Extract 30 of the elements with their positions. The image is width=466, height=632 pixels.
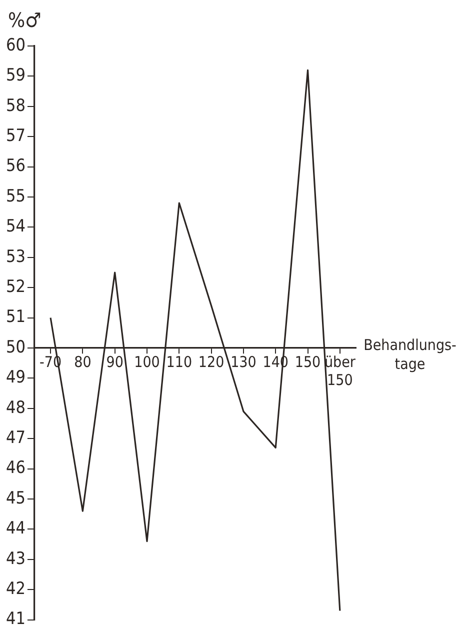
y-tick-label: 52 [6, 277, 26, 298]
y-axis-title: %♂ [8, 8, 42, 32]
y-tick-label: 54 [6, 216, 26, 237]
x-tick-label: 110 [166, 352, 192, 371]
x-tick-label: 100 [134, 352, 160, 371]
y-tick-label: 48 [6, 398, 26, 418]
y-tick-label: 41 [6, 609, 26, 630]
y-tick-label: 59 [6, 66, 26, 86]
y-tick-label: 50 [6, 337, 26, 358]
y-tick-label: 43 [6, 548, 26, 569]
y-tick-label: 56 [6, 156, 26, 176]
x-tick-label: 90 [106, 352, 124, 371]
y-tick-label: 47 [6, 428, 26, 448]
y-tick-label: 58 [6, 96, 26, 116]
y-tick-label: 44 [6, 518, 26, 539]
y-tick-label: 42 [6, 579, 26, 600]
x-tick-label: 120 [198, 352, 224, 371]
x-tick-label: 150 [294, 352, 321, 371]
y-tick-label: 51 [6, 307, 26, 328]
x-tick-label: 80 [74, 352, 92, 371]
y-tick-label: 57 [6, 126, 26, 146]
x-axis-title: Behandlungs-tage [362, 336, 458, 374]
y-tick-label: 53 [6, 246, 26, 267]
y-tick-label: 49 [6, 368, 26, 388]
y-tick-label: 46 [6, 458, 26, 478]
y-tick-label: 60 [6, 35, 26, 56]
y-tick-label: 45 [6, 488, 26, 508]
y-tick-label: 55 [6, 186, 26, 206]
x-tick-label: 130 [230, 352, 256, 371]
x-tick-label: über 150 [324, 352, 356, 389]
